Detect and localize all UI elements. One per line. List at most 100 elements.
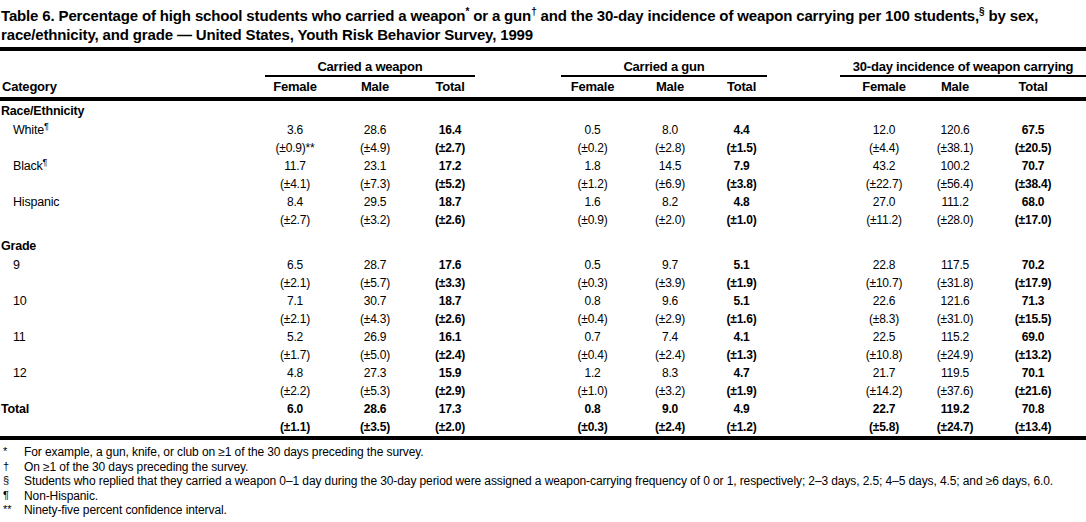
value-cell: 111.2 bbox=[930, 193, 980, 211]
ci-row: (±2.1)(±5.7)(±3.3)(±0.3)(±3.9)(±1.9)(±10… bbox=[0, 274, 1086, 292]
value-cell: 21.7 bbox=[838, 364, 930, 382]
column-header-row: Category Female Male Total Female Male T… bbox=[0, 77, 1086, 99]
spacer-cell bbox=[495, 175, 545, 193]
ci-cell: (±1.1) bbox=[245, 418, 345, 438]
row-label: 12 bbox=[0, 364, 245, 382]
value-row: White¶3.628.616.40.58.04.412.0120.667.5 bbox=[0, 121, 1086, 139]
footnote-text: Students who replied that they carried a… bbox=[24, 474, 1053, 488]
ci-cell: (±13.2) bbox=[980, 346, 1086, 364]
ci-cell: (±2.1) bbox=[245, 274, 345, 292]
ci-cell: (±2.6) bbox=[405, 310, 495, 328]
spacer-cell bbox=[495, 418, 545, 438]
ci-cell: (±3.2) bbox=[345, 211, 405, 229]
row-label: Black¶ bbox=[0, 157, 245, 175]
spacer-cell bbox=[495, 157, 545, 175]
footnote: §Students who replied that they carried … bbox=[0, 474, 1086, 489]
row-label-spacer bbox=[0, 139, 245, 157]
value-cell: 22.6 bbox=[838, 292, 930, 310]
ci-cell: (±1.2) bbox=[545, 175, 640, 193]
column-header-male: Male bbox=[930, 77, 980, 99]
spacer-cell bbox=[783, 157, 838, 175]
ci-cell: (±13.4) bbox=[980, 418, 1086, 438]
ci-cell: (±15.5) bbox=[980, 310, 1086, 328]
ci-cell: (±1.9) bbox=[700, 274, 783, 292]
value-cell: 11.7 bbox=[245, 157, 345, 175]
value-cell: 27.0 bbox=[838, 193, 930, 211]
ci-cell: (±2.8) bbox=[640, 139, 700, 157]
value-cell: 0.5 bbox=[545, 256, 640, 274]
value-cell: 68.0 bbox=[980, 193, 1086, 211]
group-header-carried-gun: Carried a gun bbox=[545, 49, 783, 77]
row-label-spacer bbox=[0, 418, 245, 438]
ci-cell: (±0.4) bbox=[545, 310, 640, 328]
ci-cell: (±1.9) bbox=[700, 382, 783, 400]
ci-cell: (±2.4) bbox=[640, 346, 700, 364]
value-cell: 9.6 bbox=[640, 292, 700, 310]
ci-cell: (±31.8) bbox=[930, 274, 980, 292]
value-row: 124.827.315.91.28.34.721.7119.570.1 bbox=[0, 364, 1086, 382]
ci-cell: (±8.3) bbox=[838, 310, 930, 328]
value-cell: 14.5 bbox=[640, 157, 700, 175]
table-body: Race/EthnicityWhite¶3.628.616.40.58.04.4… bbox=[0, 99, 1086, 438]
value-cell: 22.8 bbox=[838, 256, 930, 274]
value-cell: 22.5 bbox=[838, 328, 930, 346]
value-cell: 18.7 bbox=[405, 292, 495, 310]
yrbs-weapon-table: Carried a weapon Carried a gun 30-day in… bbox=[0, 47, 1086, 440]
value-cell: 28.6 bbox=[345, 121, 405, 139]
row-label-spacer bbox=[0, 346, 245, 364]
column-header-male: Male bbox=[345, 77, 405, 99]
value-cell: 4.1 bbox=[700, 328, 783, 346]
ci-cell: (±14.2) bbox=[838, 382, 930, 400]
ci-cell: (±0.4) bbox=[545, 346, 640, 364]
spacer-cell bbox=[783, 292, 838, 310]
value-cell: 1.6 bbox=[545, 193, 640, 211]
value-cell: 70.7 bbox=[980, 157, 1086, 175]
ci-cell: (±5.7) bbox=[345, 274, 405, 292]
ci-cell: (±2.2) bbox=[245, 382, 345, 400]
ci-cell: (±0.3) bbox=[545, 274, 640, 292]
spacer-cell bbox=[783, 193, 838, 211]
ci-cell: (±3.3) bbox=[405, 274, 495, 292]
value-row: 115.226.916.10.77.44.122.5115.269.0 bbox=[0, 328, 1086, 346]
ci-cell: (±2.0) bbox=[640, 211, 700, 229]
ci-row: (±1.1)(±3.5)(±2.0)(±0.3)(±2.4)(±1.2)(±5.… bbox=[0, 418, 1086, 438]
ci-cell: (±2.1) bbox=[245, 310, 345, 328]
ci-cell: (±1.0) bbox=[700, 211, 783, 229]
section-label: Race/Ethnicity bbox=[0, 99, 1086, 121]
ci-cell: (±17.9) bbox=[980, 274, 1086, 292]
ci-cell: (±1.0) bbox=[545, 382, 640, 400]
spacer-cell bbox=[783, 211, 838, 229]
ci-cell: (±10.7) bbox=[838, 274, 930, 292]
spacer-cell bbox=[783, 418, 838, 438]
spacer-cell bbox=[495, 382, 545, 400]
ci-cell: (±4.1) bbox=[245, 175, 345, 193]
spacer-cell bbox=[783, 175, 838, 193]
value-cell: 0.8 bbox=[545, 400, 640, 418]
ci-cell: (±5.8) bbox=[838, 418, 930, 438]
footnote: ¶Non-Hispanic. bbox=[0, 489, 1086, 504]
footnotes: *For example, a gun, knife, or club on ≥… bbox=[0, 440, 1086, 518]
value-cell: 9.0 bbox=[640, 400, 700, 418]
value-cell: 117.5 bbox=[930, 256, 980, 274]
column-header-total: Total bbox=[405, 77, 495, 99]
column-header-total: Total bbox=[980, 77, 1086, 99]
ci-cell: (±2.9) bbox=[405, 382, 495, 400]
group-header-carried-weapon: Carried a weapon bbox=[245, 49, 495, 77]
value-cell: 23.1 bbox=[345, 157, 405, 175]
ci-cell: (±20.5) bbox=[980, 139, 1086, 157]
ci-cell: (±21.6) bbox=[980, 382, 1086, 400]
ci-cell: (±2.9) bbox=[640, 310, 700, 328]
document-page: Table 6. Percentage of high school stude… bbox=[0, 0, 1086, 518]
spacer-cell bbox=[0, 49, 245, 77]
ci-cell: (±5.3) bbox=[345, 382, 405, 400]
ci-cell: (±38.1) bbox=[930, 139, 980, 157]
ci-row: (±2.1)(±4.3)(±2.6)(±0.4)(±2.9)(±1.6)(±8.… bbox=[0, 310, 1086, 328]
ci-cell: (±0.2) bbox=[545, 139, 640, 157]
row-label-spacer bbox=[0, 310, 245, 328]
ci-cell: (±11.2) bbox=[838, 211, 930, 229]
value-cell: 8.0 bbox=[640, 121, 700, 139]
value-cell: 43.2 bbox=[838, 157, 930, 175]
value-cell: 70.8 bbox=[980, 400, 1086, 418]
value-cell: 1.8 bbox=[545, 157, 640, 175]
ci-row: (±2.2)(±5.3)(±2.9)(±1.0)(±3.2)(±1.9)(±14… bbox=[0, 382, 1086, 400]
